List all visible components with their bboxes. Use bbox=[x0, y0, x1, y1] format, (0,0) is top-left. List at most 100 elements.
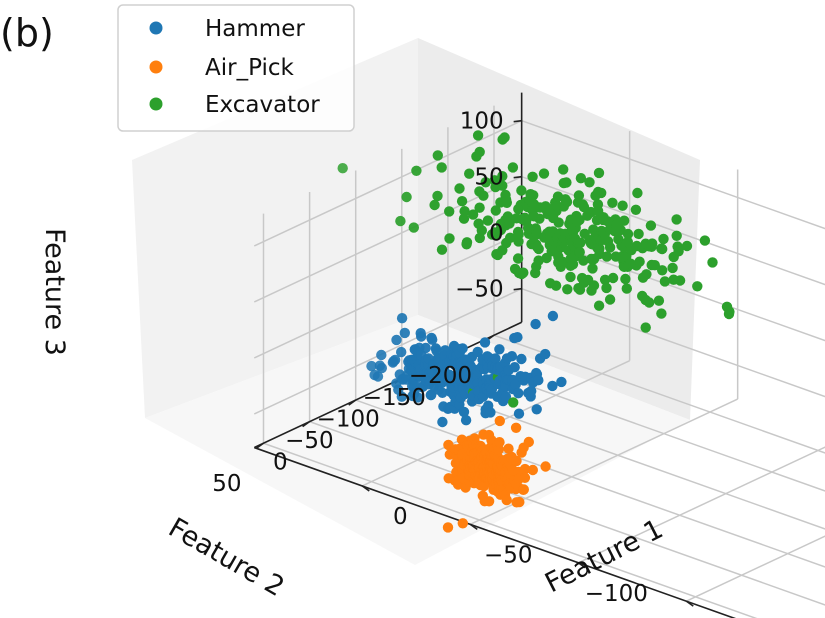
point-excavator bbox=[632, 187, 643, 199]
point-excavator bbox=[621, 283, 632, 294]
panel-label: (b) bbox=[0, 11, 54, 55]
z-tick-label: 50 bbox=[474, 165, 503, 191]
point-excavator bbox=[667, 262, 678, 274]
point-excavator bbox=[657, 243, 668, 255]
point-excavator bbox=[587, 263, 598, 274]
point-excavator bbox=[507, 162, 519, 173]
point-excavator bbox=[578, 255, 589, 266]
point-excavator bbox=[574, 214, 585, 226]
z-tick-label: 100 bbox=[460, 109, 504, 135]
point-air-pick bbox=[523, 436, 534, 448]
point-excavator bbox=[408, 222, 419, 233]
x-tick-mark bbox=[469, 523, 478, 531]
legend-marker-hammer bbox=[149, 21, 163, 35]
point-hammer bbox=[472, 346, 483, 358]
point-air-pick bbox=[510, 422, 522, 433]
point-excavator bbox=[497, 171, 508, 182]
y-axis-line bbox=[253, 321, 522, 449]
point-hammer bbox=[547, 380, 558, 392]
point-hammer bbox=[494, 344, 505, 355]
point-hammer bbox=[416, 331, 427, 342]
y-tick-mark bbox=[256, 442, 264, 449]
point-excavator bbox=[436, 162, 447, 173]
point-hammer bbox=[526, 385, 537, 397]
point-excavator bbox=[565, 271, 576, 283]
point-excavator bbox=[401, 191, 412, 203]
point-excavator bbox=[574, 246, 585, 258]
x-tick-mark bbox=[577, 562, 586, 569]
point-excavator bbox=[659, 276, 671, 287]
point-excavator bbox=[562, 284, 573, 295]
point-excavator bbox=[505, 232, 516, 243]
point-hammer bbox=[389, 354, 401, 366]
point-excavator bbox=[501, 197, 512, 208]
y-tick-label: −150 bbox=[363, 385, 426, 411]
point-air-pick bbox=[442, 522, 454, 533]
point-air-pick bbox=[503, 443, 514, 454]
point-air-pick bbox=[518, 484, 529, 495]
point-excavator bbox=[601, 282, 612, 294]
point-excavator bbox=[649, 260, 660, 271]
point-air-pick bbox=[519, 472, 531, 483]
y-tick-label: 0 bbox=[273, 450, 288, 476]
point-excavator bbox=[411, 165, 422, 176]
point-excavator bbox=[512, 253, 524, 264]
point-excavator bbox=[534, 213, 545, 224]
point-excavator bbox=[454, 183, 465, 194]
left-pane bbox=[132, 38, 418, 418]
point-air-pick bbox=[511, 455, 522, 467]
point-hammer bbox=[516, 353, 527, 365]
point-excavator bbox=[528, 190, 539, 201]
grid-line bbox=[521, 119, 825, 230]
point-excavator bbox=[474, 146, 485, 158]
grid-line bbox=[253, 176, 522, 303]
grid-line bbox=[253, 120, 522, 247]
x-tick-label: 0 bbox=[393, 504, 408, 530]
point-hammer bbox=[427, 334, 438, 345]
point-excavator bbox=[634, 256, 645, 267]
z-tick-mark bbox=[513, 287, 522, 291]
point-excavator bbox=[499, 132, 510, 143]
y-tick-label: 50 bbox=[212, 471, 241, 497]
point-hammer bbox=[412, 392, 423, 403]
point-excavator bbox=[588, 280, 600, 291]
point-excavator bbox=[640, 322, 651, 333]
point-excavator bbox=[395, 215, 406, 227]
legend-label-excavator: Excavator bbox=[205, 92, 320, 118]
point-excavator bbox=[599, 274, 611, 285]
point-excavator bbox=[619, 215, 630, 226]
point-excavator bbox=[458, 213, 470, 224]
point-hammer bbox=[509, 362, 520, 373]
grid-line bbox=[253, 232, 522, 359]
point-excavator bbox=[674, 275, 686, 286]
point-excavator bbox=[593, 300, 605, 311]
point-hammer bbox=[512, 332, 523, 343]
point-air-pick bbox=[514, 496, 525, 508]
z-tick-label: 0 bbox=[489, 221, 504, 247]
point-hammer bbox=[457, 343, 468, 354]
point-excavator bbox=[575, 173, 587, 184]
y-tick-mark bbox=[348, 399, 357, 406]
point-excavator bbox=[607, 197, 618, 208]
point-excavator bbox=[647, 238, 658, 249]
point-air-pick bbox=[457, 518, 468, 529]
point-excavator bbox=[673, 246, 684, 257]
point-excavator bbox=[656, 308, 667, 319]
point-excavator bbox=[653, 295, 665, 306]
point-excavator bbox=[432, 150, 443, 161]
grid-line bbox=[521, 175, 825, 286]
point-excavator bbox=[584, 177, 595, 188]
point-excavator bbox=[593, 167, 605, 179]
grid-line bbox=[309, 420, 825, 606]
point-excavator bbox=[561, 177, 572, 188]
point-excavator bbox=[516, 185, 527, 196]
point-hammer bbox=[485, 407, 496, 418]
z-axis-title: Feature 3 bbox=[39, 228, 70, 356]
point-air-pick bbox=[483, 496, 495, 507]
legend-label-hammer: Hammer bbox=[205, 16, 305, 42]
point-excavator bbox=[461, 237, 473, 248]
point-hammer bbox=[372, 371, 384, 382]
floor-pane bbox=[145, 315, 690, 565]
point-hammer bbox=[399, 327, 410, 339]
y-tick-mark bbox=[302, 420, 311, 428]
